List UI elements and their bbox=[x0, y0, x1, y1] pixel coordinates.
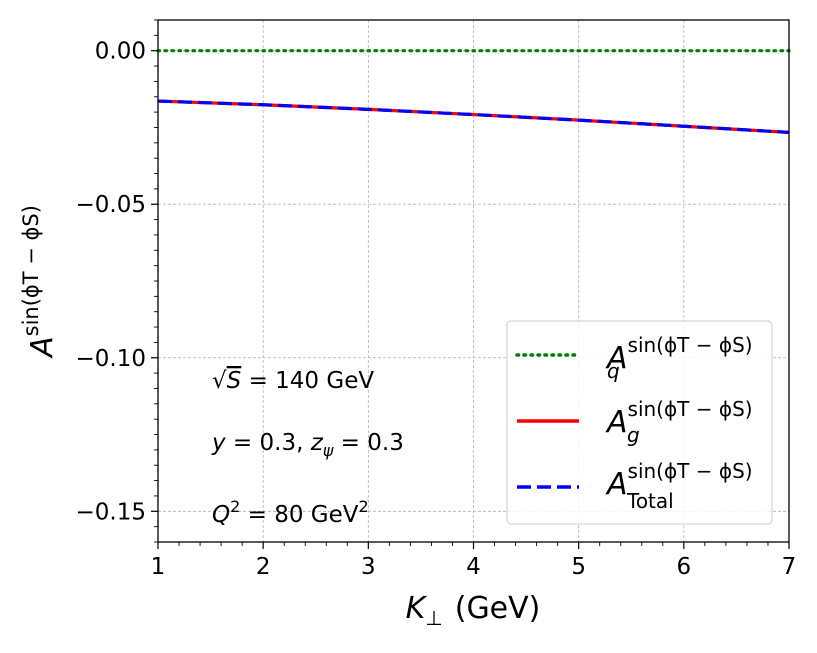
legend-label-gluon-main: A bbox=[605, 405, 628, 440]
legend-label-quark-sub: q bbox=[607, 359, 620, 383]
legend-label-quark-sup: sin(ϕT − ϕS) bbox=[628, 333, 753, 357]
legend-label-quark-main: A bbox=[605, 341, 628, 376]
annotation-y-var: y bbox=[211, 430, 226, 456]
x-tick-label: 7 bbox=[782, 554, 797, 580]
annotation-z-sub: ψ bbox=[323, 441, 334, 460]
x-tick-label: 4 bbox=[466, 554, 481, 580]
y-axis-label: Asin(ϕT − ϕS) bbox=[19, 205, 60, 359]
legend-label-total-main: A bbox=[605, 467, 628, 502]
x-tick-label: 1 bbox=[151, 554, 166, 580]
svg-text:Q2 = 80 GeV2: Q2 = 80 GeV2 bbox=[212, 497, 369, 528]
legend-label-total-sub: Total bbox=[626, 489, 674, 513]
x-tick-label: 6 bbox=[677, 554, 692, 580]
x-tick-label: 2 bbox=[256, 554, 271, 580]
annotation-z-var: z bbox=[310, 430, 324, 456]
annotation-q-sup: 2 bbox=[230, 497, 240, 516]
legend-label-gluon-sub: g bbox=[627, 423, 640, 447]
legend-label-total-sup: sin(ϕT − ϕS) bbox=[628, 459, 753, 483]
y-tick-label: 0.00 bbox=[95, 39, 146, 65]
x-axis-label: K⊥ (GeV) bbox=[406, 591, 541, 630]
y-tick-label: −0.10 bbox=[76, 346, 146, 372]
svg-text:Asin(ϕT − ϕS): Asin(ϕT − ϕS) bbox=[605, 459, 753, 502]
svg-text:√S = 140 GeV: √S = 140 GeV bbox=[212, 368, 374, 394]
annotation-energy-value: = 140 GeV bbox=[241, 368, 374, 394]
series-layer bbox=[156, 49, 791, 134]
x-axis-label-main: K bbox=[406, 591, 428, 626]
x-tick-label: 5 bbox=[571, 554, 586, 580]
annotation-q-unit-sup: 2 bbox=[358, 497, 368, 516]
annotation-energy-sqrt: √ bbox=[212, 368, 227, 394]
annotation-q2: Q2 = 80 GeV2 bbox=[212, 497, 369, 528]
annotation-z-value: = 0.3 bbox=[333, 430, 403, 456]
y-tick-label: −0.15 bbox=[76, 499, 146, 525]
legend-label-gluon-sup: sin(ϕT − ϕS) bbox=[628, 397, 753, 421]
annotation-y-value: = 0.3, bbox=[226, 430, 311, 456]
annotation-energy: √S = 140 GeV bbox=[212, 368, 374, 394]
x-tick-label: 3 bbox=[361, 554, 376, 580]
annotation-energy-s: S bbox=[227, 368, 242, 394]
y-tick-label: −0.05 bbox=[76, 192, 146, 218]
legend-box bbox=[506, 320, 773, 525]
x-axis-label-unit: (GeV) bbox=[455, 591, 541, 626]
svg-text:Asin(ϕT − ϕS): Asin(ϕT − ϕS) bbox=[605, 333, 753, 376]
x-axis-label-sub: ⊥ bbox=[425, 606, 442, 630]
series-line-total bbox=[157, 99, 790, 134]
svg-text:Asin(ϕT − ϕS): Asin(ϕT − ϕS) bbox=[605, 397, 753, 440]
y-axis-label-sup: sin(ϕT − ϕS) bbox=[19, 205, 43, 336]
y-axis-label-main: A bbox=[25, 336, 60, 359]
legend: Asin(ϕT − ϕS) q Asin(ϕT − ϕS) g Asin(ϕT … bbox=[506, 320, 773, 525]
svg-text:y = 0.3, zψ = 0.3: y = 0.3, zψ = 0.3 bbox=[211, 430, 404, 460]
annotation-q-var: Q bbox=[212, 502, 230, 528]
annotation-kinematics: y = 0.3, zψ = 0.3 bbox=[211, 430, 404, 460]
ticks: 1 2 3 4 5 6 7 0.00 −0.05 −0.10 −0.15 bbox=[76, 19, 797, 580]
annotation-q-value: = 80 GeV bbox=[240, 502, 358, 528]
